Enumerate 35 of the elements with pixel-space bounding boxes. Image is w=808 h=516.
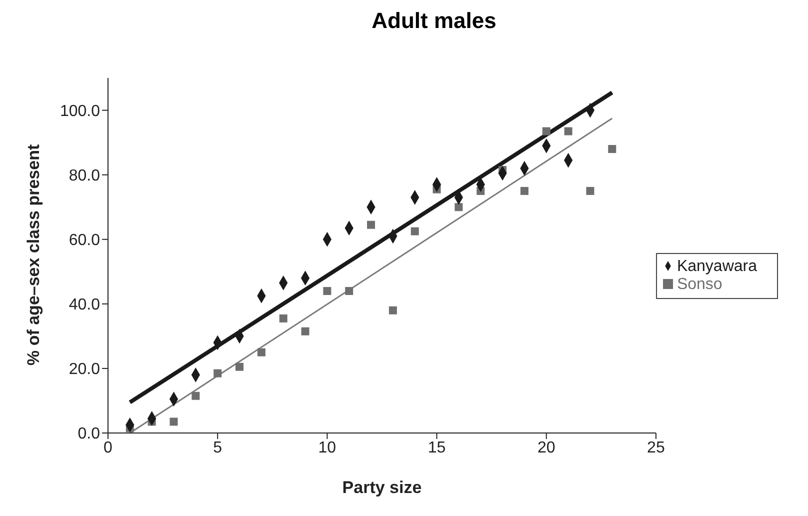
legend-label: Sonso <box>676 276 722 292</box>
y-tick-label: 0.0 <box>78 426 100 443</box>
point <box>192 392 200 400</box>
y-tick-label: 40.0 <box>68 296 100 314</box>
point <box>520 186 528 195</box>
point <box>170 418 178 426</box>
x-tick-label: 25 <box>647 439 665 456</box>
chart-title: Adult males <box>370 8 498 35</box>
point <box>279 314 288 322</box>
point <box>345 287 354 295</box>
point <box>367 220 376 229</box>
y-tick-label: 80.0 <box>68 168 100 184</box>
point <box>214 369 222 378</box>
x-axis-title: Party size <box>342 478 422 497</box>
point <box>236 362 244 371</box>
point <box>608 145 616 153</box>
point <box>301 327 310 336</box>
point <box>586 186 594 195</box>
point <box>323 287 332 295</box>
x-tick-label: 0 <box>104 439 113 456</box>
point <box>388 306 397 314</box>
x-tick-label: 15 <box>428 439 446 456</box>
x-tick-label: 5 <box>213 439 222 456</box>
legend-label: Kanyawara <box>676 258 757 274</box>
y-axis-title: % of age–sex class present <box>24 144 44 366</box>
point <box>410 227 419 236</box>
y-tick-label: 20.0 <box>68 361 100 378</box>
y-tick-label: 60.0 <box>68 232 100 250</box>
point <box>564 127 572 136</box>
point <box>257 348 266 356</box>
y-tick-label: 100.0 <box>60 102 100 120</box>
x-tick-label: 20 <box>537 439 556 456</box>
point <box>454 203 463 212</box>
x-tick-label: 10 <box>318 439 336 456</box>
point <box>542 127 550 136</box>
